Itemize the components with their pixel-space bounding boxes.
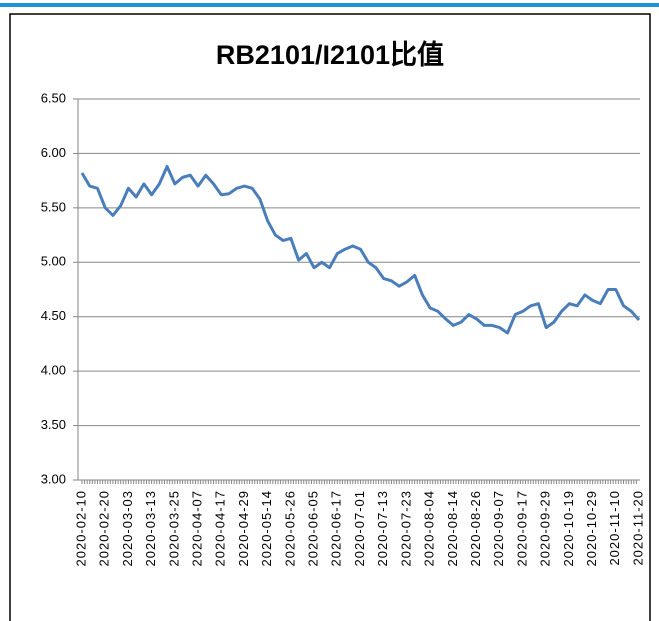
y-tick-label: 4.50: [41, 308, 66, 323]
x-tick-label: 2020-11-10: [607, 490, 622, 566]
y-tick-label: 6.00: [41, 145, 66, 160]
data-line: [80, 164, 641, 335]
y-tick-label: 4.00: [41, 363, 66, 378]
x-tick-label: 2020-04-17: [213, 490, 228, 567]
x-tick-label: 2020-05-26: [282, 490, 297, 567]
x-tick-label: 2020-03-03: [120, 490, 135, 567]
y-tick-label: 5.00: [41, 254, 66, 269]
y-tick-label: 6.50: [41, 90, 66, 105]
x-tick-label: 2020-05-14: [259, 490, 274, 567]
x-tick-label: 2020-03-13: [143, 490, 158, 567]
y-tick-label: 3.50: [41, 417, 66, 432]
x-tick-label: 2020-04-07: [189, 490, 204, 567]
x-tick-label: 2020-07-01: [352, 490, 367, 567]
x-tick-label: 2020-09-17: [514, 490, 529, 567]
top-bar: [0, 3, 659, 7]
x-tick-label: 2020-09-29: [538, 490, 553, 567]
y-tick-label: 3.00: [41, 471, 66, 486]
x-tick-label: 2020-04-29: [236, 490, 251, 567]
x-tick-label: 2020-06-05: [306, 490, 321, 567]
x-tick-label: 2020-10-19: [561, 490, 576, 567]
x-tick-label: 2020-02-20: [97, 490, 112, 567]
x-tick-label: 2020-08-04: [422, 490, 437, 567]
x-tick-label: 2020-06-17: [329, 490, 344, 567]
y-tick-label: 5.50: [41, 199, 66, 214]
chart-frame: [9, 13, 651, 621]
x-tick-label: 2020-08-14: [445, 490, 460, 567]
x-tick-label: 2020-08-26: [468, 490, 483, 567]
x-tick-label: 2020-11-20: [630, 490, 645, 566]
x-tick-label: 2020-07-23: [398, 490, 413, 567]
x-tick-label: 2020-09-07: [491, 490, 506, 567]
chart-title: RB2101/I2101比值: [216, 40, 444, 70]
x-tick-label: 2020-07-13: [375, 490, 390, 567]
x-tick-label: 2020-10-29: [584, 490, 599, 567]
x-tick-label: 2020-02-10: [73, 490, 88, 567]
x-tick-label: 2020-03-25: [166, 490, 181, 567]
